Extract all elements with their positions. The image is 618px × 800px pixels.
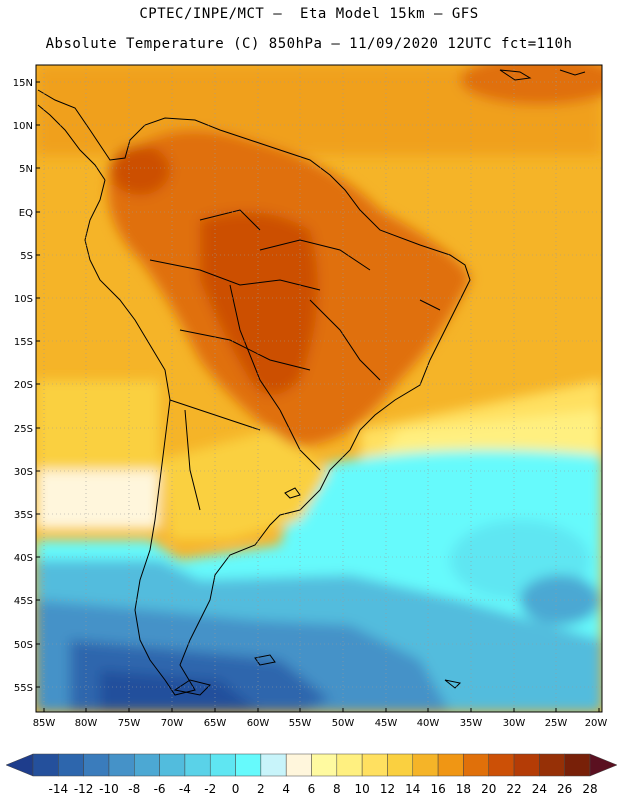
colorbar-label: -2 (204, 782, 216, 796)
colorbar-label: 22 (506, 782, 521, 796)
colorbar-label: 2 (257, 782, 265, 796)
colorbar-swatch (488, 753, 515, 777)
colorbar-label: 10 (354, 782, 369, 796)
lon-label: 40W (417, 718, 440, 729)
lon-label: 55W (289, 718, 312, 729)
colorbar-label: 16 (430, 782, 445, 796)
lat-label: 10N (13, 121, 33, 132)
coastline (37, 69, 586, 696)
colorbar-label: 24 (532, 782, 547, 796)
lon-label: 60W (247, 718, 270, 729)
colorbar-label: 20 (481, 782, 496, 796)
lon-label: 35W (460, 718, 483, 729)
lon-label: 25W (545, 718, 568, 729)
lat-label: 15N (13, 78, 33, 89)
colorbar-swatch (463, 753, 489, 777)
colorbar-swatch (387, 753, 414, 777)
colorbar-swatch (235, 753, 262, 777)
latitude-labels: 15N 10N 5N EQ 5S 10S 15S 20S 25S 30S 35S… (13, 78, 33, 694)
map-title: CPTEC/INPE/MCT – Eta Model 15km – GFS (139, 6, 479, 22)
colorbar-swatch (361, 753, 388, 777)
colorbar-swatch (336, 753, 363, 777)
colorbar-high-arrow (589, 753, 618, 777)
lat-label: EQ (19, 208, 33, 219)
colorbar-label: 14 (405, 782, 420, 796)
lat-label: 50S (14, 640, 33, 651)
colorbar-swatch (83, 753, 110, 777)
colorbar-label: 6 (308, 782, 316, 796)
colorbar-label: 4 (282, 782, 290, 796)
colorbar-label: -12 (74, 782, 94, 796)
lat-label: 20S (14, 380, 33, 391)
colorbar-label: -6 (154, 782, 166, 796)
colorbar-swatch (539, 753, 565, 777)
lon-label: 80W (75, 718, 98, 729)
lon-label: 30W (503, 718, 526, 729)
lat-label: 10S (14, 294, 33, 305)
colorbar-label: 8 (333, 782, 341, 796)
colorbar-label: -14 (49, 782, 69, 796)
lon-label: 45W (375, 718, 398, 729)
longitude-labels: 85W 80W 75W 70W 65W 60W 55W 50W 45W 40W … (33, 718, 608, 729)
colorbar-swatch (58, 753, 84, 777)
colorbar-swatch (134, 753, 160, 777)
colorbar-swatch (412, 753, 439, 777)
lat-label: 5N (19, 164, 33, 175)
colorbar-swatch (437, 753, 464, 777)
lon-label: 75W (118, 718, 141, 729)
lon-label: 70W (161, 718, 184, 729)
colorbar-label: 12 (380, 782, 395, 796)
colorbar-low-arrow (5, 753, 34, 777)
colorbar-label: -8 (128, 782, 140, 796)
colorbar-swatch (311, 753, 338, 777)
temperature-field (36, 65, 602, 712)
lat-label: 55S (14, 683, 33, 694)
colorbar-swatch (513, 753, 540, 777)
lat-label: 30S (14, 467, 33, 478)
colorbar-swatch (260, 753, 287, 777)
lat-label: 5S (20, 251, 33, 262)
colorbar-swatch (285, 753, 312, 777)
colorbar-label: -10 (99, 782, 119, 796)
colorbar-label: 28 (582, 782, 597, 796)
colorbar-swatch (564, 753, 591, 777)
lat-label: 15S (14, 337, 33, 348)
lon-label: 65W (204, 718, 227, 729)
colorbar-label: 18 (456, 782, 471, 796)
lon-label: 20W (585, 718, 608, 729)
lon-label: 85W (33, 718, 56, 729)
colorbar-swatch (184, 753, 211, 777)
colorbar-label: 26 (557, 782, 572, 796)
colorbar-swatch (209, 753, 236, 777)
map-subtitle: Absolute Temperature (C) 850hPa – 11/09/… (45, 36, 573, 52)
lat-label: 35S (14, 510, 33, 521)
colorbar-label: 0 (232, 782, 240, 796)
axis-ticks (36, 81, 600, 712)
lat-label: 45S (14, 596, 33, 607)
colorbar-label: -4 (179, 782, 191, 796)
colorbar-swatch (159, 753, 186, 777)
lon-label: 50W (332, 718, 355, 729)
colorbar-swatch (108, 753, 135, 777)
lat-label: 25S (14, 424, 33, 435)
colorbar: -14 -12 -10 -8 -6 -4 -2 0 2 4 6 8 10 12 14 16 18 20 22 24 26… (5, 753, 618, 796)
colorbar-swatch (32, 753, 59, 777)
lat-label: 40S (14, 553, 33, 564)
map-frame (35, 64, 603, 713)
